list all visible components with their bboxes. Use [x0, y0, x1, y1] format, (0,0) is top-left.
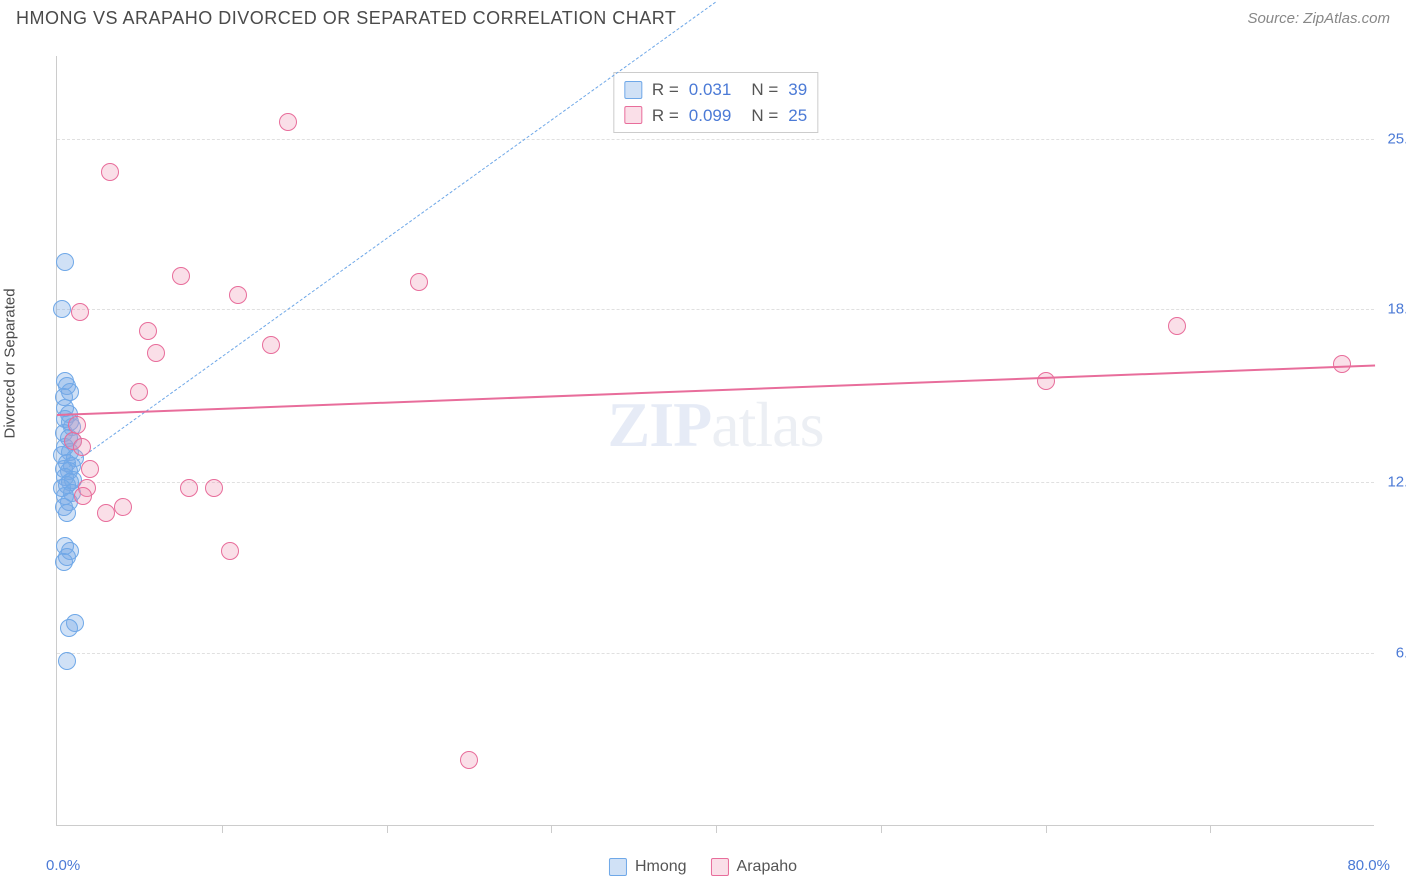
data-point-hmong	[60, 619, 78, 637]
y-tick-label: 6.3%	[1380, 644, 1406, 661]
data-point-arapaho	[172, 267, 190, 285]
gridline	[57, 482, 1374, 483]
watermark-atlas: atlas	[711, 389, 823, 460]
plot-area: ZIPatlas R =0.031N =39R =0.099N =25 6.3%…	[56, 56, 1374, 826]
data-point-arapaho	[205, 479, 223, 497]
data-point-arapaho	[180, 479, 198, 497]
legend-swatch-arapaho	[711, 858, 729, 876]
data-point-arapaho	[1168, 317, 1186, 335]
data-point-arapaho	[147, 344, 165, 362]
x-axis-end-label: 80.0%	[1347, 857, 1390, 874]
data-point-hmong	[53, 300, 71, 318]
y-tick-label: 25.0%	[1380, 130, 1406, 147]
data-point-arapaho	[410, 273, 428, 291]
y-axis-label: Divorced or Separated	[2, 288, 19, 438]
legend: Hmong Arapaho	[609, 858, 797, 876]
legend-label-arapaho: Arapaho	[737, 858, 798, 876]
data-point-arapaho	[71, 303, 89, 321]
n-label: N =	[751, 77, 778, 103]
trend-line-hmong	[65, 1, 716, 469]
x-tick	[881, 825, 882, 833]
stats-row-hmong: R = 0.031 N = 39	[624, 77, 807, 103]
data-point-hmong	[55, 553, 73, 571]
data-point-arapaho	[130, 383, 148, 401]
gridline	[57, 139, 1374, 140]
legend-swatch-hmong	[609, 858, 627, 876]
r-value: 0.099	[689, 103, 732, 129]
chart-container: Divorced or Separated ZIPatlas R =0.031N…	[16, 40, 1390, 880]
x-tick	[387, 825, 388, 833]
data-point-arapaho	[1037, 372, 1055, 390]
stats-row-arapaho: R = 0.099 N = 25	[624, 103, 807, 129]
chart-title: HMONG VS ARAPAHO DIVORCED OR SEPARATED C…	[16, 8, 676, 29]
n-value: 25	[788, 103, 807, 129]
y-tick-label: 18.8%	[1380, 301, 1406, 318]
stats-swatch	[624, 81, 642, 99]
source-attribution: Source: ZipAtlas.com	[1247, 10, 1390, 27]
trend-line-arapaho	[57, 364, 1375, 415]
data-point-arapaho	[262, 336, 280, 354]
data-point-arapaho	[139, 322, 157, 340]
x-tick	[1046, 825, 1047, 833]
data-point-arapaho	[279, 113, 297, 131]
data-point-arapaho	[74, 487, 92, 505]
data-point-arapaho	[101, 163, 119, 181]
r-value: 0.031	[689, 77, 732, 103]
data-point-arapaho	[81, 460, 99, 478]
x-tick	[716, 825, 717, 833]
legend-label-hmong: Hmong	[635, 858, 687, 876]
r-label: R =	[652, 77, 679, 103]
n-value: 39	[788, 77, 807, 103]
legend-item-arapaho: Arapaho	[711, 858, 798, 876]
data-point-arapaho	[73, 438, 91, 456]
legend-item-hmong: Hmong	[609, 858, 687, 876]
stats-swatch	[624, 106, 642, 124]
gridline	[57, 309, 1374, 310]
data-point-arapaho	[68, 416, 86, 434]
data-point-arapaho	[1333, 355, 1351, 373]
data-point-arapaho	[221, 542, 239, 560]
data-point-hmong	[56, 253, 74, 271]
data-point-arapaho	[460, 751, 478, 769]
r-label: R =	[652, 103, 679, 129]
x-tick	[551, 825, 552, 833]
correlation-stats-box: R = 0.031 N = 39 R = 0.099 N = 25	[613, 72, 818, 133]
data-point-arapaho	[114, 498, 132, 516]
data-point-arapaho	[97, 504, 115, 522]
x-tick	[1210, 825, 1211, 833]
x-tick	[222, 825, 223, 833]
data-point-hmong	[58, 652, 76, 670]
data-point-hmong	[58, 504, 76, 522]
watermark-zip: ZIP	[608, 389, 712, 460]
gridline	[57, 653, 1374, 654]
data-point-arapaho	[229, 286, 247, 304]
watermark: ZIPatlas	[608, 388, 824, 462]
y-tick-label: 12.5%	[1380, 474, 1406, 491]
n-label: N =	[751, 103, 778, 129]
x-axis-origin-label: 0.0%	[46, 857, 80, 874]
